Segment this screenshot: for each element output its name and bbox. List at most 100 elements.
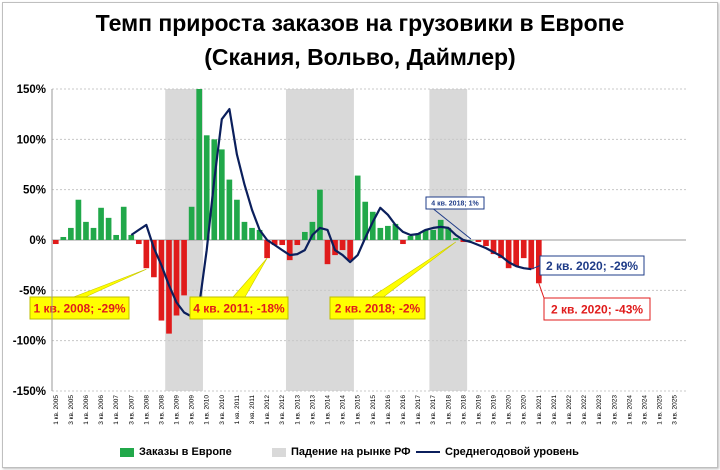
bar xyxy=(173,240,180,316)
annotation-label: 1 кв. 2008; -29% xyxy=(33,301,125,315)
bar xyxy=(105,217,112,240)
annotation-label: 2 кв. 2020; -29% xyxy=(546,259,638,273)
x-tick-label: 1 кв. 2018 xyxy=(445,395,452,425)
bar xyxy=(400,240,406,245)
annotation-pointer xyxy=(531,265,541,270)
legend-label-orders: Заказы в Европе xyxy=(139,446,232,458)
x-tick-label: 1 кв. 2019 xyxy=(475,395,482,425)
x-tick-label: 1 кв. 2025 xyxy=(657,395,664,425)
x-tick-label: 3 кв. 2025 xyxy=(672,395,679,425)
legend-swatch-orders xyxy=(120,447,134,457)
bar xyxy=(158,240,165,321)
bar xyxy=(483,240,489,247)
legend-label-average: Среднегодовой уровень xyxy=(445,446,579,458)
legend-item-russia: Падение на рынке РФ xyxy=(272,446,411,458)
bar xyxy=(98,207,104,240)
x-tick-label: 1 кв. 2008 xyxy=(143,395,150,425)
x-tick-label: 1 кв. 2024 xyxy=(626,395,633,425)
x-tick-label: 3 кв. 2020 xyxy=(521,395,528,425)
legend-swatch-russia xyxy=(272,447,286,457)
bar xyxy=(415,233,421,240)
annotation-label: 2 кв. 2020; -43% xyxy=(551,302,643,316)
bar xyxy=(309,221,316,240)
x-tick-label: 3 кв. 2016 xyxy=(400,395,407,425)
bar xyxy=(128,234,135,240)
bar xyxy=(377,227,384,240)
x-tick-label: 3 кв. 2010 xyxy=(219,395,226,425)
bar xyxy=(324,240,331,265)
y-tick-label: -100% xyxy=(13,336,46,348)
bar xyxy=(437,219,444,240)
x-tick-label: 1 кв. 2014 xyxy=(324,395,331,425)
x-tick-label: 1 кв. 2010 xyxy=(204,395,211,425)
bar xyxy=(181,240,187,296)
bar xyxy=(203,135,210,240)
legend-item-average: Среднегодовой уровень xyxy=(416,446,579,458)
x-tick-label: 1 кв. 2021 xyxy=(536,395,543,425)
bar xyxy=(347,240,353,261)
x-tick-label: 1 кв. 2012 xyxy=(264,395,271,425)
x-tick-label: 1 кв. 2022 xyxy=(566,395,573,425)
annotation-label: 4 кв. 2011; -18% xyxy=(193,301,285,315)
x-tick-label: 1 кв. 2016 xyxy=(385,395,392,425)
bar xyxy=(241,221,248,240)
annotation-box xyxy=(539,255,645,276)
x-tick-label: 3 кв. 2023 xyxy=(611,395,618,425)
bar xyxy=(520,240,527,259)
bar xyxy=(362,201,369,240)
legend-swatch-average xyxy=(416,451,440,454)
bar xyxy=(113,234,119,240)
y-tick-label: 150% xyxy=(17,84,46,96)
x-tick-label: 3 кв. 2011 xyxy=(249,395,256,425)
bar xyxy=(302,231,308,240)
y-tick-label: -50% xyxy=(19,285,46,297)
bar xyxy=(294,240,301,246)
annotation-label: 4 кв. 2018; 1% xyxy=(431,201,479,208)
x-tick-label: 1 кв. 2006 xyxy=(83,395,90,425)
annotation-box xyxy=(425,196,485,210)
bar xyxy=(256,229,263,240)
annotation-pointer xyxy=(232,257,268,298)
bar xyxy=(452,237,459,240)
annotation-label: 2 кв. 2018; -2% xyxy=(335,301,421,315)
x-tick-label: 3 кв. 2014 xyxy=(340,395,347,425)
x-tick-label: 3 кв. 2008 xyxy=(158,395,165,425)
x-tick-label: 1 кв. 2009 xyxy=(174,395,181,425)
x-tick-label: 3 кв. 2024 xyxy=(641,395,648,425)
bar xyxy=(196,89,203,240)
bar xyxy=(468,240,474,241)
bar xyxy=(151,240,157,278)
bar xyxy=(143,240,150,269)
bar xyxy=(430,229,436,240)
annotation-box xyxy=(329,296,426,320)
x-tick-label: 3 кв. 2005 xyxy=(68,395,75,425)
y-tick-label: 0% xyxy=(29,235,46,247)
bar xyxy=(528,240,535,270)
x-tick-label: 1 кв. 2020 xyxy=(506,395,513,425)
x-tick-label: 3 кв. 2022 xyxy=(581,395,588,425)
x-tick-label: 3 кв. 2015 xyxy=(370,395,377,425)
chart-title-line1: Темп прироста заказов на грузовики в Евр… xyxy=(95,10,625,36)
bar xyxy=(52,240,59,245)
bar xyxy=(475,240,482,243)
x-tick-label: 3 кв. 2017 xyxy=(430,395,437,425)
bar xyxy=(264,240,270,259)
x-tick-label: 3 кв. 2012 xyxy=(279,395,286,425)
bar xyxy=(392,223,399,240)
bar xyxy=(490,240,497,255)
x-tick-label: 1 кв. 2023 xyxy=(596,395,603,425)
x-tick-label: 1 кв. 2015 xyxy=(355,395,362,425)
bar xyxy=(407,235,414,240)
bar xyxy=(369,211,376,240)
bar xyxy=(234,199,240,240)
bar xyxy=(60,236,67,240)
bar xyxy=(445,227,452,240)
y-tick-label: 50% xyxy=(23,185,46,197)
x-tick-label: 3 кв. 2021 xyxy=(551,395,558,425)
x-tick-label: 3 кв. 2006 xyxy=(98,395,105,425)
bar xyxy=(83,221,89,240)
bar xyxy=(75,199,82,240)
x-tick-label: 3 кв. 2009 xyxy=(189,395,196,425)
